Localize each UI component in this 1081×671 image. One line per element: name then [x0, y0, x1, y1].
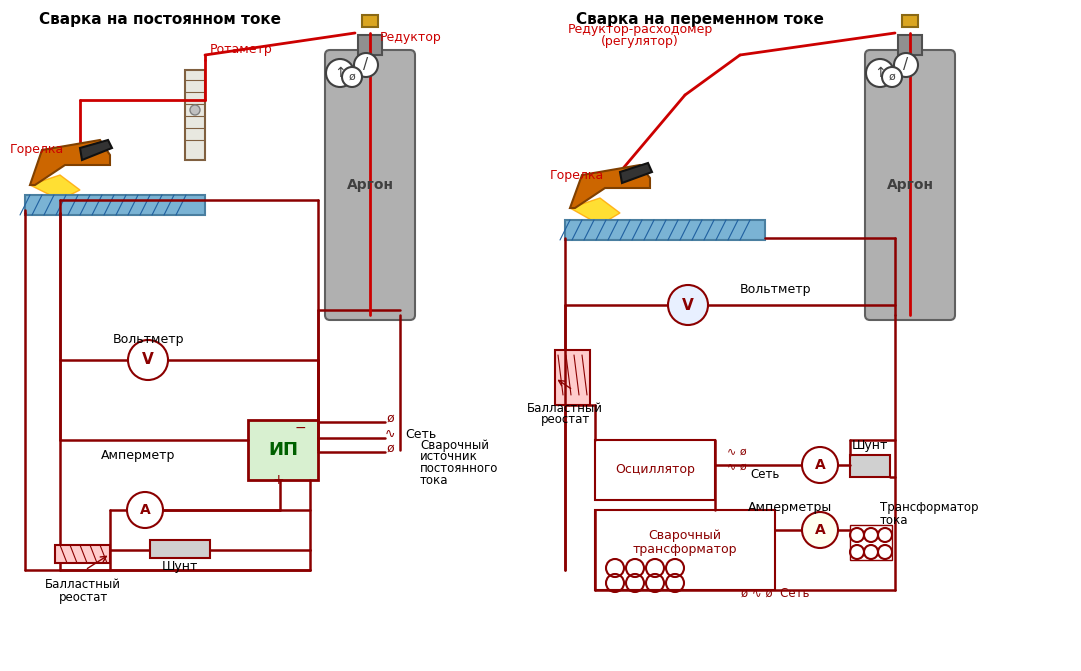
Text: /: /: [904, 58, 908, 72]
Polygon shape: [80, 140, 112, 160]
Text: (регулятор): (регулятор): [601, 36, 679, 48]
Bar: [555, 350, 590, 405]
Text: −: −: [294, 421, 306, 435]
Bar: [850, 525, 892, 560]
Text: ø: ø: [349, 72, 356, 82]
Text: Сварочный: Сварочный: [649, 529, 721, 541]
Polygon shape: [620, 163, 652, 183]
Bar: [248, 420, 318, 480]
Bar: [898, 35, 922, 55]
Bar: [358, 35, 382, 55]
Text: Аргон: Аргон: [347, 178, 393, 192]
Text: Вольтметр: Вольтметр: [740, 284, 812, 297]
Bar: [595, 440, 715, 500]
Circle shape: [353, 53, 378, 77]
Text: Сварка на постоянном токе: Сварка на постоянном токе: [39, 12, 281, 27]
Text: ↑: ↑: [875, 66, 885, 80]
Text: Горелка: Горелка: [550, 168, 604, 181]
Text: /: /: [363, 58, 369, 72]
Text: А: А: [815, 458, 826, 472]
Text: Шунт: Шунт: [852, 439, 889, 452]
Text: реостат: реостат: [58, 592, 108, 605]
Text: Амперметры: Амперметры: [748, 501, 832, 513]
Text: ø: ø: [386, 412, 393, 425]
Polygon shape: [570, 198, 620, 225]
Text: тока: тока: [880, 513, 908, 527]
Text: Редуктор-расходомер: Редуктор-расходомер: [568, 23, 712, 36]
Bar: [185, 70, 205, 160]
Text: Вольтметр: Вольтметр: [112, 333, 184, 346]
FancyBboxPatch shape: [865, 50, 955, 320]
Circle shape: [802, 447, 838, 483]
Bar: [362, 15, 378, 27]
Text: ø: ø: [889, 72, 895, 82]
Text: Сварочный: Сварочный: [421, 439, 489, 452]
Text: Шунт: Шунт: [162, 560, 198, 573]
Text: ø ∿ ø  Сеть: ø ∿ ø Сеть: [740, 587, 810, 600]
Bar: [565, 220, 765, 240]
Circle shape: [866, 59, 894, 87]
Text: V: V: [142, 352, 154, 368]
Text: А: А: [139, 503, 150, 517]
Text: А: А: [815, 523, 826, 537]
Text: ∿: ∿: [385, 428, 396, 441]
Text: Трансформатор: Трансформатор: [880, 501, 978, 515]
Circle shape: [894, 53, 918, 77]
Bar: [150, 540, 210, 558]
Text: Горелка: Горелка: [10, 144, 64, 156]
Polygon shape: [30, 140, 110, 185]
Text: Ротаметр: Ротаметр: [210, 44, 272, 56]
Text: Балластный: Балластный: [45, 578, 121, 592]
Polygon shape: [30, 175, 80, 200]
Text: ∿ ø: ∿ ø: [728, 462, 747, 472]
Text: Балластный: Балластный: [528, 401, 603, 415]
Circle shape: [342, 67, 362, 87]
Bar: [25, 195, 205, 215]
Text: ø: ø: [386, 442, 393, 455]
Text: Сеть: Сеть: [750, 468, 779, 482]
Bar: [595, 510, 775, 590]
Text: трансформатор: трансформатор: [632, 544, 737, 556]
Text: источник: источник: [421, 450, 478, 464]
Bar: [55, 545, 110, 563]
Circle shape: [128, 340, 168, 380]
Text: постоянного: постоянного: [421, 462, 498, 476]
FancyBboxPatch shape: [325, 50, 415, 320]
Text: ИП: ИП: [268, 441, 298, 459]
Circle shape: [882, 67, 902, 87]
Circle shape: [802, 512, 838, 548]
Text: Сварка на переменном токе: Сварка на переменном токе: [576, 12, 824, 27]
Text: V: V: [682, 297, 694, 313]
Text: ∿ ø: ∿ ø: [728, 447, 747, 457]
Text: +: +: [272, 473, 284, 487]
Text: Осциллятор: Осциллятор: [615, 464, 695, 476]
Text: тока: тока: [421, 474, 449, 488]
Circle shape: [326, 59, 353, 87]
Circle shape: [668, 285, 708, 325]
Polygon shape: [570, 165, 650, 208]
Text: Аргон: Аргон: [886, 178, 934, 192]
Bar: [850, 455, 890, 477]
Bar: [902, 15, 918, 27]
Text: реостат: реостат: [540, 413, 589, 427]
Text: Сеть: Сеть: [405, 429, 437, 442]
Text: ↑: ↑: [334, 66, 346, 80]
Circle shape: [190, 105, 200, 115]
Text: Амперметр: Амперметр: [101, 448, 175, 462]
Circle shape: [126, 492, 163, 528]
Text: Редуктор: Редуктор: [381, 32, 442, 44]
